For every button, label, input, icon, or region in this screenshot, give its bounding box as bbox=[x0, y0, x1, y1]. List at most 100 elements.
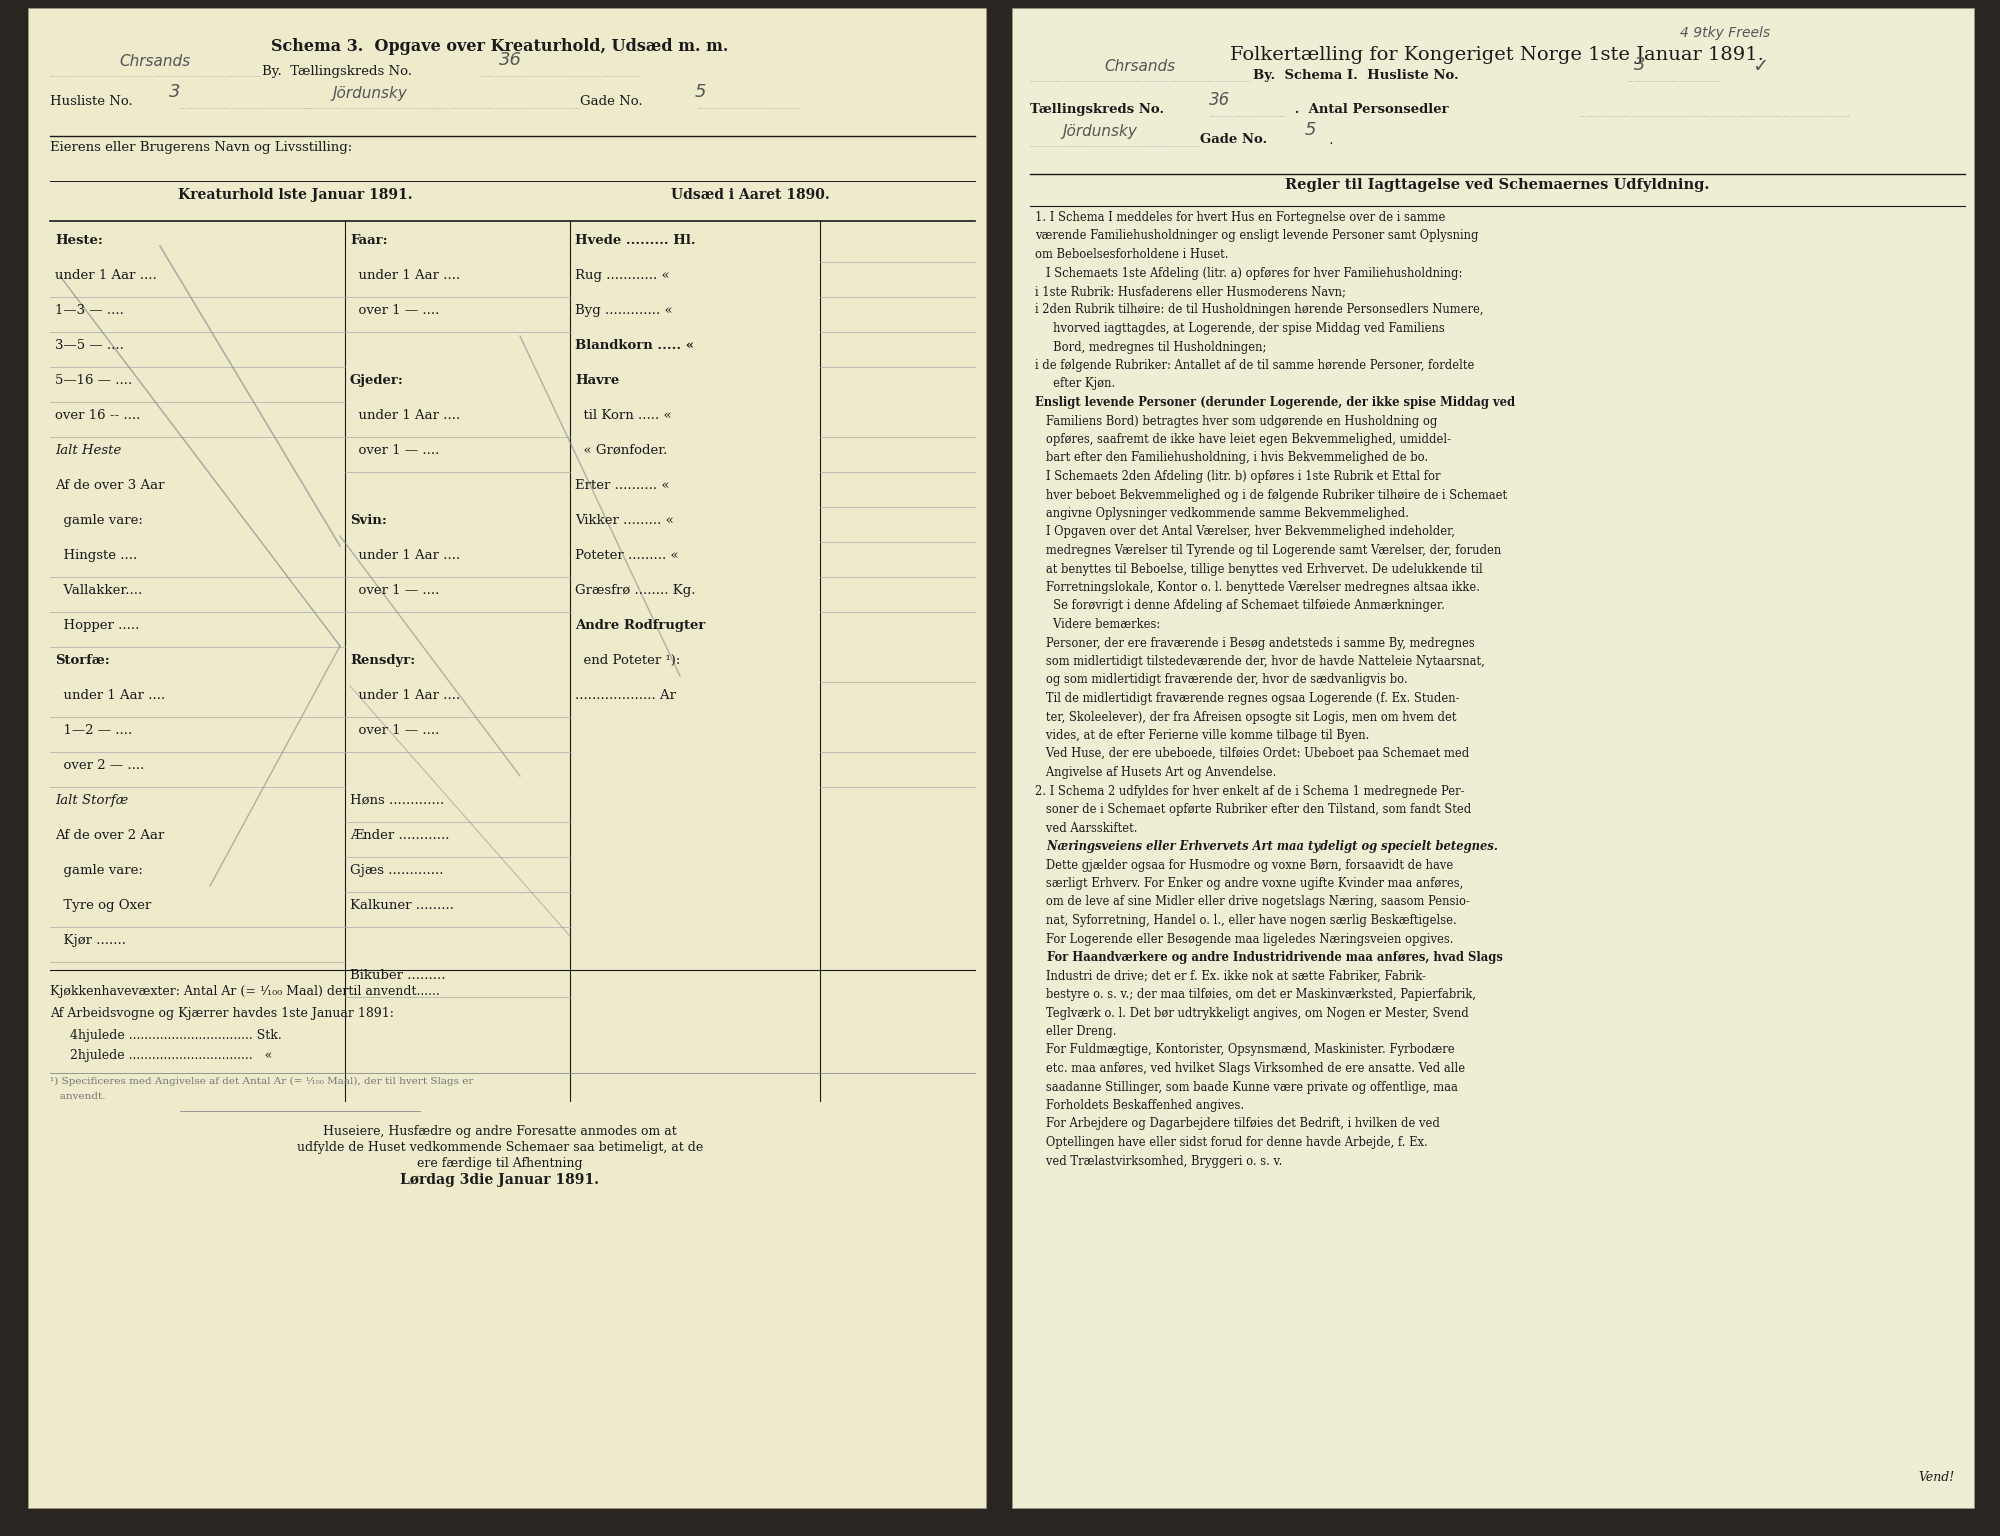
Text: Bikuber .........: Bikuber ......... bbox=[350, 969, 446, 982]
Text: særligt Erhverv. For Enker og andre voxne ugifte Kvinder maa anføres,: særligt Erhverv. For Enker og andre voxn… bbox=[1036, 877, 1464, 889]
Text: Havre: Havre bbox=[576, 373, 620, 387]
Text: Chrsands: Chrsands bbox=[120, 54, 190, 69]
Text: angivne Oplysninger vedkommende samme Bekvemmelighed.: angivne Oplysninger vedkommende samme Be… bbox=[1036, 507, 1408, 521]
Text: I Opgaven over det Antal Værelser, hver Bekvemmelighed indeholder,: I Opgaven over det Antal Værelser, hver … bbox=[1036, 525, 1456, 539]
Text: ¹) Specificeres med Angivelse af det Antal Ar (= ¹⁄₁₀₀ Maal), der til hvert Slag: ¹) Specificeres med Angivelse af det Ant… bbox=[50, 1077, 474, 1086]
Text: Eierens eller Brugerens Navn og Livsstilling:: Eierens eller Brugerens Navn og Livsstil… bbox=[50, 141, 352, 154]
Text: Af de over 3 Aar: Af de over 3 Aar bbox=[56, 479, 164, 492]
Text: 2. I Schema 2 udfyldes for hver enkelt af de i Schema 1 medregnede Per-: 2. I Schema 2 udfyldes for hver enkelt a… bbox=[1036, 785, 1464, 797]
Text: Teglværk o. l. Det bør udtrykkeligt angives, om Nogen er Mester, Svend: Teglværk o. l. Det bør udtrykkeligt angi… bbox=[1036, 1006, 1468, 1020]
Text: at benyttes til Beboelse, tillige benyttes ved Erhvervet. De udelukkende til: at benyttes til Beboelse, tillige benytt… bbox=[1036, 562, 1482, 576]
Text: 1. I Schema I meddeles for hvert Hus en Fortegnelse over de i samme: 1. I Schema I meddeles for hvert Hus en … bbox=[1036, 210, 1446, 224]
Text: Husliste No.: Husliste No. bbox=[50, 95, 132, 108]
Text: Huseiere, Husfædre og andre Foresatte anmodes om at: Huseiere, Husfædre og andre Foresatte an… bbox=[324, 1124, 676, 1138]
Text: Familiens Bord) betragtes hver som udgørende en Husholdning og: Familiens Bord) betragtes hver som udgør… bbox=[1036, 415, 1438, 427]
Text: værende Familiehusholdninger og ensligt levende Personer samt Oplysning: værende Familiehusholdninger og ensligt … bbox=[1036, 229, 1478, 243]
Text: Chrsands: Chrsands bbox=[1104, 58, 1176, 74]
Text: Gjæs .............: Gjæs ............. bbox=[350, 863, 444, 877]
Text: Byg ............. «: Byg ............. « bbox=[576, 304, 672, 316]
Text: under 1 Aar ....: under 1 Aar .... bbox=[350, 409, 460, 422]
Text: Videre bemærkes:: Videre bemærkes: bbox=[1036, 617, 1160, 631]
Text: 5: 5 bbox=[694, 83, 706, 101]
Text: 36: 36 bbox=[498, 51, 522, 69]
Text: Vallakker....: Vallakker.... bbox=[56, 584, 142, 598]
Text: Til de midlertidigt fraværende regnes ogsaa Logerende (f. Ex. Studen-: Til de midlertidigt fraværende regnes og… bbox=[1036, 693, 1460, 705]
Text: Gade No.: Gade No. bbox=[580, 95, 642, 108]
Text: For Logerende eller Besøgende maa ligeledes Næringsveien opgives.: For Logerende eller Besøgende maa ligele… bbox=[1036, 932, 1454, 946]
Text: I Schemaets 1ste Afdeling (litr. a) opføres for hver Familiehusholdning:: I Schemaets 1ste Afdeling (litr. a) opfø… bbox=[1036, 267, 1462, 280]
Text: over 1 — ....: over 1 — .... bbox=[350, 304, 440, 316]
Text: efter Kjøn.: efter Kjøn. bbox=[1036, 378, 1116, 390]
Text: Kjør .......: Kjør ....... bbox=[56, 934, 126, 948]
Text: eller Dreng.: eller Dreng. bbox=[1036, 1025, 1116, 1038]
Text: Vikker ......... «: Vikker ......... « bbox=[576, 515, 674, 527]
Text: Tyre og Oxer: Tyre og Oxer bbox=[56, 899, 152, 912]
Text: Hingste ....: Hingste .... bbox=[56, 548, 138, 562]
Text: Faar:: Faar: bbox=[350, 233, 388, 247]
Text: Erter .......... «: Erter .......... « bbox=[576, 479, 670, 492]
Text: 3: 3 bbox=[1634, 55, 1646, 74]
Text: soner de i Schemaet opførte Rubriker efter den Tilstand, som fandt Sted: soner de i Schemaet opførte Rubriker eft… bbox=[1036, 803, 1472, 816]
Text: For Arbejdere og Dagarbejdere tilføies det Bedrift, i hvilken de ved: For Arbejdere og Dagarbejdere tilføies d… bbox=[1036, 1118, 1440, 1130]
Text: ere færdige til Afhentning: ere færdige til Afhentning bbox=[418, 1157, 582, 1170]
Text: hvorved iagttagdes, at Logerende, der spise Middag ved Familiens: hvorved iagttagdes, at Logerende, der sp… bbox=[1036, 323, 1444, 335]
Text: Forretningslokale, Kontor o. l. benyttede Værelser medregnes altsaa ikke.: Forretningslokale, Kontor o. l. benytted… bbox=[1036, 581, 1480, 594]
Text: Af de over 2 Aar: Af de over 2 Aar bbox=[56, 829, 164, 842]
Text: Gjeder:: Gjeder: bbox=[350, 373, 404, 387]
Text: 5: 5 bbox=[1304, 121, 1316, 138]
Text: om de leve af sine Midler eller drive nogetslags Næring, saasom Pensio-: om de leve af sine Midler eller drive no… bbox=[1036, 895, 1470, 908]
Text: Lørdag 3die Januar 1891.: Lørdag 3die Januar 1891. bbox=[400, 1174, 600, 1187]
Text: etc. maa anføres, ved hvilket Slags Virksomhed de ere ansatte. Ved alle: etc. maa anføres, ved hvilket Slags Virk… bbox=[1036, 1061, 1466, 1075]
Text: Poteter ......... «: Poteter ......... « bbox=[576, 548, 678, 562]
Text: Optellingen have eller sidst forud for denne havde Arbejde, f. Ex.: Optellingen have eller sidst forud for d… bbox=[1036, 1137, 1428, 1149]
Text: ✓: ✓ bbox=[1752, 57, 1768, 75]
Text: bestyre o. s. v.; der maa tilføies, om det er Maskinværksted, Papierfabrik,: bestyre o. s. v.; der maa tilføies, om d… bbox=[1036, 988, 1476, 1001]
Text: Forholdets Beskaffenhed angives.: Forholdets Beskaffenhed angives. bbox=[1036, 1098, 1244, 1112]
Text: Ialt Storfæ: Ialt Storfæ bbox=[56, 794, 128, 806]
Text: Græsfrø ........ Kg.: Græsfrø ........ Kg. bbox=[576, 584, 696, 598]
Text: over 2 — ....: over 2 — .... bbox=[56, 759, 144, 773]
Text: Ialt Heste: Ialt Heste bbox=[56, 444, 122, 458]
Text: Hvede ......... Hl.: Hvede ......... Hl. bbox=[576, 233, 696, 247]
Text: 3—5 — ....: 3—5 — .... bbox=[56, 339, 124, 352]
Text: 1—2 — ....: 1—2 — .... bbox=[56, 723, 132, 737]
Text: opføres, saafremt de ikke have leiet egen Bekvemmelighed, umiddel-: opføres, saafremt de ikke have leiet ege… bbox=[1036, 433, 1452, 445]
Text: 36: 36 bbox=[1210, 91, 1230, 109]
Bar bbox=[28, 8, 986, 1508]
Text: om Beboelsesforholdene i Huset.: om Beboelsesforholdene i Huset. bbox=[1036, 247, 1228, 261]
Text: under 1 Aar ....: under 1 Aar .... bbox=[350, 269, 460, 283]
Text: Industri de drive; det er f. Ex. ikke nok at sætte Fabriker, Fabrik-: Industri de drive; det er f. Ex. ikke no… bbox=[1036, 969, 1426, 983]
Text: Jördunsky: Jördunsky bbox=[332, 86, 408, 101]
Text: nat, Syforretning, Handel o. l., eller have nogen særlig Beskæftigelse.: nat, Syforretning, Handel o. l., eller h… bbox=[1036, 914, 1456, 928]
Text: I Schemaets 2den Afdeling (litr. b) opføres i 1ste Rubrik et Ettal for: I Schemaets 2den Afdeling (litr. b) opfø… bbox=[1036, 470, 1440, 482]
Text: vides, at de efter Ferierne ville komme tilbage til Byen.: vides, at de efter Ferierne ville komme … bbox=[1036, 730, 1370, 742]
Text: Bord, medregnes til Husholdningen;: Bord, medregnes til Husholdningen; bbox=[1036, 341, 1266, 353]
Text: Udsæd i Aaret 1890.: Udsæd i Aaret 1890. bbox=[670, 187, 830, 203]
Text: til Korn ..... «: til Korn ..... « bbox=[576, 409, 672, 422]
Text: ................... Ar: ................... Ar bbox=[576, 690, 676, 702]
Text: 5—16 — ....: 5—16 — .... bbox=[56, 373, 132, 387]
Text: Regler til Iagttagelse ved Schemaernes Udfyldning.: Regler til Iagttagelse ved Schemaernes U… bbox=[1284, 178, 1710, 192]
Text: Næringsveiens eller Erhvervets Art maa tydeligt og specielt betegnes.: Næringsveiens eller Erhvervets Art maa t… bbox=[1036, 840, 1498, 852]
Text: Personer, der ere fraværende i Besøg andetsteds i samme By, medregnes: Personer, der ere fraværende i Besøg and… bbox=[1036, 636, 1474, 650]
Text: Storfæ:: Storfæ: bbox=[56, 654, 110, 667]
Text: gamle vare:: gamle vare: bbox=[56, 863, 142, 877]
Text: Tællingskreds No.: Tællingskreds No. bbox=[1030, 103, 1164, 117]
Text: 4hjulede ................................ Stk.: 4hjulede ...............................… bbox=[70, 1029, 282, 1041]
Text: Dette gjælder ogsaa for Husmodre og voxne Børn, forsaavidt de have: Dette gjælder ogsaa for Husmodre og voxn… bbox=[1036, 859, 1454, 871]
Text: Vend!: Vend! bbox=[1918, 1471, 1956, 1484]
Text: medregnes Værelser til Tyrende og til Logerende samt Værelser, der, foruden: medregnes Værelser til Tyrende og til Lo… bbox=[1036, 544, 1502, 558]
Text: over 16 -- ....: over 16 -- .... bbox=[56, 409, 140, 422]
Text: i 2den Rubrik tilhøire: de til Husholdningen hørende Personsedlers Numere,: i 2den Rubrik tilhøire: de til Husholdni… bbox=[1036, 304, 1484, 316]
Text: Af Arbeidsvogne og Kjærrer havdes 1ste Januar 1891:: Af Arbeidsvogne og Kjærrer havdes 1ste J… bbox=[50, 1008, 394, 1020]
Text: udfylde de Huset vedkommende Schemaer saa betimeligt, at de: udfylde de Huset vedkommende Schemaer sa… bbox=[296, 1141, 704, 1154]
Text: bart efter den Familiehusholdning, i hvis Bekvemmelighed de bo.: bart efter den Familiehusholdning, i hvi… bbox=[1036, 452, 1428, 464]
Text: Svin:: Svin: bbox=[350, 515, 386, 527]
Text: Ved Huse, der ere ubeboede, tilføies Ordet: Ubeboet paa Schemaet med: Ved Huse, der ere ubeboede, tilføies Ord… bbox=[1036, 748, 1470, 760]
Text: Høns .............: Høns ............. bbox=[350, 794, 444, 806]
Text: For Haandværkere og andre Industridrivende maa anføres, hvad Slags: For Haandværkere og andre Industridriven… bbox=[1036, 951, 1502, 965]
Text: i de følgende Rubriker: Antallet af de til samme hørende Personer, fordelte: i de følgende Rubriker: Antallet af de t… bbox=[1036, 359, 1474, 372]
Text: og som midlertidigt fraværende der, hvor de sædvanligvis bo.: og som midlertidigt fraværende der, hvor… bbox=[1036, 673, 1408, 687]
Text: 1—3 — ....: 1—3 — .... bbox=[56, 304, 124, 316]
Text: Folkertælling for Kongeriget Norge 1ste Januar 1891.: Folkertælling for Kongeriget Norge 1ste … bbox=[1230, 46, 1764, 65]
